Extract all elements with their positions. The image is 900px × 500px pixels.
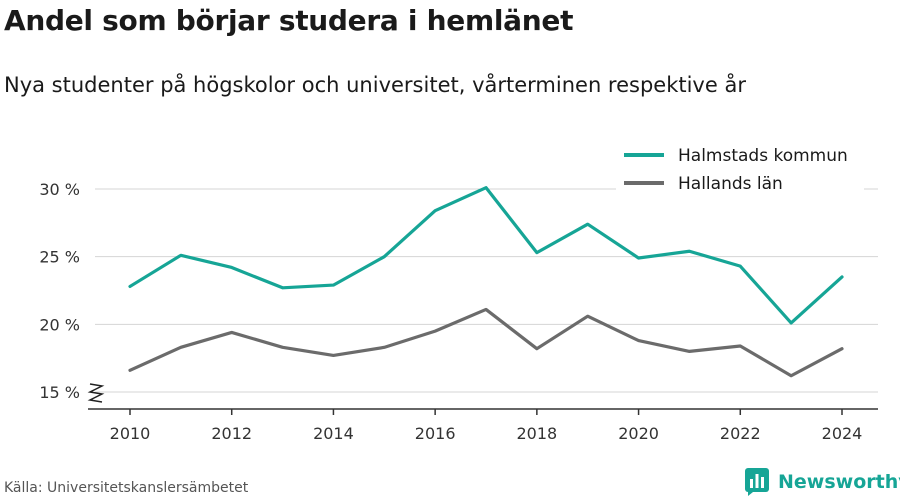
legend-label: Hallands län xyxy=(678,174,783,194)
y-tick-label: 30 % xyxy=(39,180,80,199)
y-tick-label: 25 % xyxy=(39,248,80,267)
legend: Halmstads kommun Hallands län xyxy=(616,142,864,194)
x-tick-label: 2016 xyxy=(415,424,456,443)
source-note: Källa: Universitetskanslersämbetet xyxy=(4,480,249,496)
newsworthy-logo-icon xyxy=(745,468,769,496)
x-tick-label: 2018 xyxy=(516,424,557,443)
legend-label: Halmstads kommun xyxy=(678,146,848,166)
brand: Newsworthy xyxy=(745,468,900,496)
series-lines xyxy=(128,186,844,378)
y-tick-label: 20 % xyxy=(39,315,80,334)
x-tick-label: 2024 xyxy=(822,424,863,443)
chart-subtitle: Nya studenter på högskolor och universit… xyxy=(4,73,746,97)
chart-title: Andel som börjar studera i hemlänet xyxy=(4,4,574,37)
x-tick-label: 2010 xyxy=(110,424,151,443)
y-axis-break xyxy=(87,383,105,403)
series-line xyxy=(128,307,844,378)
series-line xyxy=(128,186,844,325)
y-tick-label: 15 % xyxy=(39,383,80,402)
x-tick-label: 2020 xyxy=(618,424,659,443)
x-tick-label: 2012 xyxy=(211,424,252,443)
x-axis xyxy=(88,408,878,415)
x-tick-label: 2014 xyxy=(313,424,354,443)
x-tick-labels: 2010 2012 2014 2016 2018 2020 2022 2024 xyxy=(110,424,863,443)
x-tick-label: 2022 xyxy=(720,424,761,443)
brand-name: Newsworthy xyxy=(778,471,900,493)
y-tick-labels: 15 % 20 % 25 % 30 % xyxy=(39,180,80,402)
